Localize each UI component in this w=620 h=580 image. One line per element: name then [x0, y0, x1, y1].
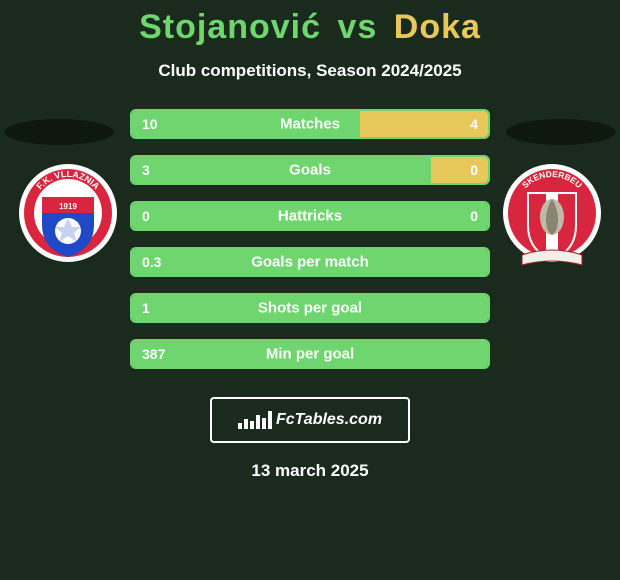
bar-right-value: 4: [470, 116, 478, 132]
page-title: Stojanović vs Doka: [0, 0, 620, 47]
vs-text: vs: [337, 8, 377, 46]
crest-right: SKENDERBEU: [502, 163, 602, 275]
bar-left-value: 387: [142, 346, 165, 362]
branding-bar: [256, 415, 260, 429]
bar-left-value: 10: [142, 116, 158, 132]
branding-bar: [244, 419, 248, 429]
bar-label: Shots per goal: [258, 300, 362, 317]
branding-bar: [250, 421, 254, 429]
branding-chart-icon: [238, 411, 272, 429]
player2-name: Doka: [394, 8, 481, 46]
stat-bar-row: 10 4 Matches: [130, 109, 490, 139]
shadow-left: [4, 119, 114, 145]
bar-right-fill: [431, 157, 488, 183]
crest-left: F.K. VLLAZNIA 1919: [18, 163, 118, 275]
bar-right-value: 0: [470, 162, 478, 178]
shadow-right: [506, 119, 616, 145]
bar-label: Hattricks: [278, 208, 342, 225]
bar-label: Min per goal: [266, 346, 354, 363]
bar-label: Goals per match: [251, 254, 369, 271]
stat-bar-row: 1 Shots per goal: [130, 293, 490, 323]
bar-left-value: 0: [142, 208, 150, 224]
bar-left-fill: [132, 157, 431, 183]
branding-bar: [238, 423, 242, 429]
stat-bar-row: 0 0 Hattricks: [130, 201, 490, 231]
subtitle: Club competitions, Season 2024/2025: [0, 61, 620, 81]
branding-box: FcTables.com: [210, 397, 410, 443]
bar-left-value: 0.3: [142, 254, 161, 270]
branding-text: FcTables.com: [276, 411, 382, 429]
bar-label: Goals: [289, 162, 331, 179]
skenderbeu-crest-icon: SKENDERBEU: [502, 163, 602, 275]
stat-bars-container: 10 4 Matches 3 0 Goals 0 0 Hattricks 0.3 Goals per…: [130, 109, 490, 385]
player1-name: Stojanović: [139, 8, 321, 46]
comparison-arena: F.K. VLLAZNIA 1919 SKENDERBEU 104Matches…: [0, 109, 620, 389]
svg-text:1919: 1919: [59, 202, 77, 211]
bar-right-value: 0: [470, 208, 478, 224]
stat-bar-row: 387 Min per goal: [130, 339, 490, 369]
bar-left-value: 1: [142, 300, 150, 316]
date-text: 13 march 2025: [0, 461, 620, 481]
branding-bar: [268, 411, 272, 429]
bar-label: Matches: [280, 116, 340, 133]
vllaznia-crest-icon: F.K. VLLAZNIA 1919: [18, 163, 118, 275]
bar-right-fill: [360, 111, 488, 137]
stat-bar-row: 0.3 Goals per match: [130, 247, 490, 277]
bar-left-value: 3: [142, 162, 150, 178]
stat-bar-row: 3 0 Goals: [130, 155, 490, 185]
branding-bar: [262, 418, 266, 429]
